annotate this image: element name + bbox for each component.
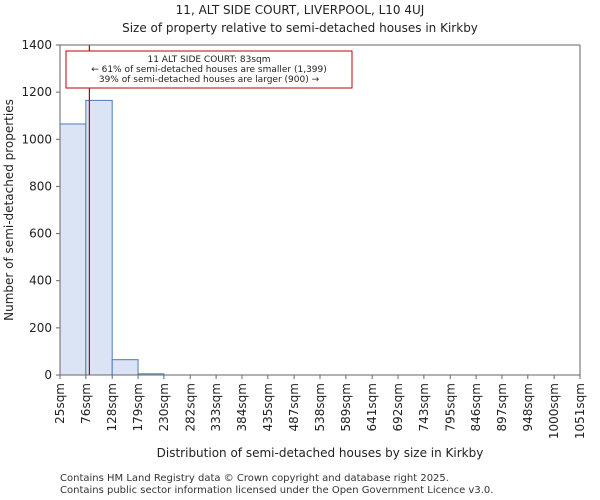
y-tick-label: 1200 (21, 85, 52, 99)
x-tick-label: 846sqm (469, 383, 483, 431)
annotation-box: 11 ALT SIDE COURT: 83sqm← 61% of semi-de… (65, 50, 353, 89)
x-tick-label: 25sqm (53, 383, 67, 424)
x-tick-label: 743sqm (417, 383, 431, 431)
x-tick-label: 230sqm (157, 383, 171, 431)
x-tick-label: 692sqm (391, 383, 405, 431)
histogram-bar (111, 359, 139, 376)
chart-title: 11, ALT SIDE COURT, LIVERPOOL, L10 4UJ (175, 3, 425, 17)
x-tick-label: 641sqm (365, 383, 379, 431)
y-tick-label: 400 (29, 274, 52, 288)
y-axis-ticks: 0 200 400 600 800 1000 1200 1400 (21, 38, 60, 382)
y-tick-label: 1400 (21, 38, 52, 52)
x-tick-label: 384sqm (235, 383, 249, 431)
x-tick-label: 487sqm (287, 383, 301, 431)
y-tick-label: 0 (44, 368, 52, 382)
bars-group (59, 99, 165, 376)
y-tick-label: 200 (29, 321, 52, 335)
y-tick-label: 800 (29, 179, 52, 193)
footer-licence: Contains public sector information licen… (60, 485, 494, 496)
y-axis-label: Number of semi-detached properties (2, 99, 16, 321)
x-tick-label: 948sqm (521, 383, 535, 431)
x-axis-label: Distribution of semi-detached houses by … (157, 446, 484, 460)
x-tick-label: 76sqm (79, 383, 93, 424)
x-tick-label: 589sqm (339, 383, 353, 431)
x-tick-label: 333sqm (209, 383, 223, 431)
x-tick-label: 179sqm (131, 383, 145, 431)
y-tick-label: 1000 (21, 132, 52, 146)
histogram-bar (59, 123, 87, 376)
x-tick-label: 435sqm (261, 383, 275, 431)
x-tick-label: 795sqm (443, 383, 457, 431)
annotation-frame (65, 50, 353, 89)
footer-copyright: Contains HM Land Registry data © Crown c… (60, 473, 449, 484)
histogram-bar (85, 99, 113, 376)
x-tick-label: 282sqm (183, 383, 197, 431)
x-axis-ticks: 25sqm 76sqm 128sqm 179sqm 230sqm 282sqm 333sqm… (53, 375, 587, 439)
annotation-line: 11 ALT SIDE COURT: 83sqm (147, 55, 270, 65)
x-tick-label: 128sqm (105, 383, 119, 431)
annotation-line: 39% of semi-detached houses are larger (… (99, 75, 320, 85)
x-tick-label: 1000sqm (547, 383, 561, 439)
annotation-line: ← 61% of semi-detached houses are smalle… (91, 65, 327, 75)
x-tick-label: 1051sqm (573, 383, 587, 439)
x-tick-label: 897sqm (495, 383, 509, 431)
chart-subtitle: Size of property relative to semi-detach… (122, 21, 478, 35)
x-tick-label: 538sqm (313, 383, 327, 431)
y-tick-label: 600 (29, 227, 52, 241)
